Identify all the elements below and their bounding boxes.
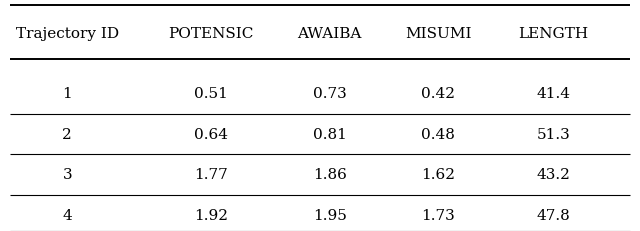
- Text: 2: 2: [62, 127, 72, 141]
- Text: 4: 4: [62, 208, 72, 222]
- Text: 51.3: 51.3: [537, 127, 570, 141]
- Text: 1.77: 1.77: [195, 167, 228, 181]
- Text: 1.73: 1.73: [422, 208, 455, 222]
- Text: 43.2: 43.2: [537, 167, 570, 181]
- Text: 1.86: 1.86: [313, 167, 346, 181]
- Text: 0.81: 0.81: [313, 127, 346, 141]
- Text: 1.92: 1.92: [194, 208, 228, 222]
- Text: POTENSIC: POTENSIC: [168, 27, 254, 40]
- Text: 1: 1: [62, 87, 72, 100]
- Text: 0.64: 0.64: [194, 127, 228, 141]
- Text: MISUMI: MISUMI: [405, 27, 472, 40]
- Text: AWAIBA: AWAIBA: [298, 27, 362, 40]
- Text: LENGTH: LENGTH: [518, 27, 589, 40]
- Text: 47.8: 47.8: [537, 208, 570, 222]
- Text: 0.42: 0.42: [421, 87, 456, 100]
- Text: Trajectory ID: Trajectory ID: [15, 27, 119, 40]
- Text: 3: 3: [62, 167, 72, 181]
- Text: 0.73: 0.73: [313, 87, 346, 100]
- Text: 0.48: 0.48: [422, 127, 455, 141]
- Text: 41.4: 41.4: [536, 87, 571, 100]
- Text: 0.51: 0.51: [195, 87, 228, 100]
- Text: 1.62: 1.62: [421, 167, 456, 181]
- Text: 1.95: 1.95: [313, 208, 346, 222]
